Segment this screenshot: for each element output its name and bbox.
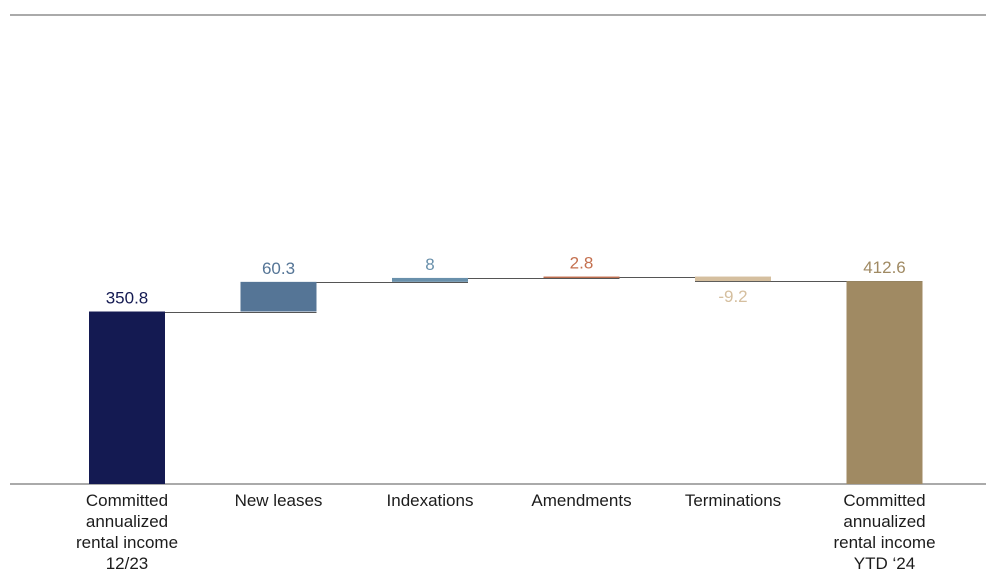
category-label: New leases — [234, 491, 323, 510]
bar-6 — [846, 281, 923, 484]
bar-1 — [89, 311, 165, 484]
data-label: 412.6 — [863, 258, 906, 277]
bar-2 — [240, 281, 317, 312]
bar-3 — [392, 277, 468, 282]
category-label: Committed annualized rental income YTD ‘… — [833, 491, 936, 573]
category-label: Terminations — [684, 491, 782, 510]
category-label: Amendments — [531, 491, 632, 510]
category-label: Indexations — [386, 491, 474, 510]
bar-5 — [695, 276, 771, 282]
data-label: 2.8 — [570, 254, 594, 273]
data-label: 350.8 — [106, 289, 149, 308]
data-label: 8 — [425, 255, 434, 274]
category-label: Committed annualized rental income 12/23 — [75, 491, 179, 573]
data-label: -9.2 — [718, 287, 747, 306]
data-label: 60.3 — [262, 259, 295, 278]
bar-4 — [543, 276, 620, 278]
